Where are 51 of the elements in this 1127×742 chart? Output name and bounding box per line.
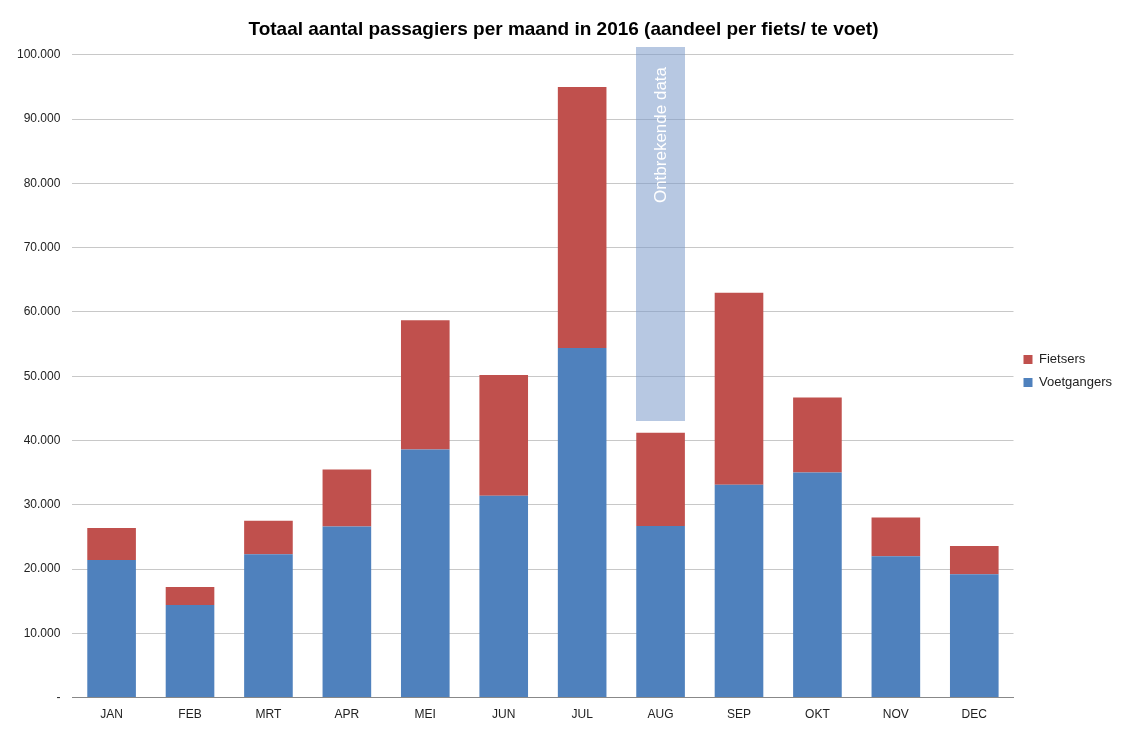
bar: [244, 554, 293, 698]
bar: [87, 527, 136, 561]
bar: [244, 520, 293, 555]
bar: [400, 320, 450, 450]
x-tick-label: JUL: [571, 707, 594, 722]
y-tick-label: 60.000: [23, 304, 61, 319]
legend-label: Voetgangers: [1039, 374, 1113, 390]
y-tick-label: 90.000: [23, 111, 61, 126]
y-tick-label: 40.000: [23, 432, 61, 447]
bar: [479, 495, 529, 698]
bar: [165, 587, 215, 606]
bar: [793, 472, 842, 698]
x-tick-label: FEB: [178, 707, 202, 722]
legend-label: Fietsers: [1039, 351, 1086, 367]
bar: [557, 86, 607, 348]
y-tick-label: 100.000: [16, 47, 61, 62]
bar: [714, 484, 764, 698]
y-tick-label: 70.000: [23, 239, 61, 254]
x-tick-label: JAN: [100, 707, 123, 722]
x-tick-label: AUG: [647, 707, 674, 722]
x-tick-label: SEP: [726, 707, 752, 722]
y-tick-label: 20.000: [23, 561, 61, 576]
bar: [871, 517, 921, 557]
y-tick-label: 30.000: [23, 497, 61, 512]
bar: [479, 374, 529, 496]
x-tick-label: MRT: [255, 707, 282, 722]
bar: [949, 574, 999, 698]
x-tick-label: JUN: [492, 707, 516, 722]
y-tick-label: 50.000: [23, 368, 61, 383]
x-tick-label: OKT: [805, 707, 831, 722]
bar: [322, 526, 372, 698]
bar: [400, 449, 450, 698]
x-tick-label: DEC: [961, 707, 988, 722]
x-tick-label: MEI: [414, 707, 436, 722]
y-tick-label: 10.000: [23, 625, 61, 640]
y-tick-label: -: [56, 689, 61, 704]
bar: [714, 292, 764, 485]
annotation: Ontbrekende data: [650, 66, 671, 203]
bar: [165, 605, 215, 698]
bar: [557, 347, 607, 698]
bar: [871, 556, 921, 698]
x-tick-label: NOV: [882, 707, 909, 722]
chart-title: Totaal aantal passagiers per maand in 2016 (aandeel per fiets/ te voet): [248, 17, 879, 39]
x-tick-label: APR: [334, 707, 360, 722]
bar: [636, 525, 685, 698]
bar: [636, 432, 685, 526]
bar: [87, 560, 136, 698]
bar: [949, 545, 999, 575]
y-tick-label: 80.000: [23, 175, 61, 190]
bar: [793, 397, 842, 473]
bar: [322, 469, 372, 527]
